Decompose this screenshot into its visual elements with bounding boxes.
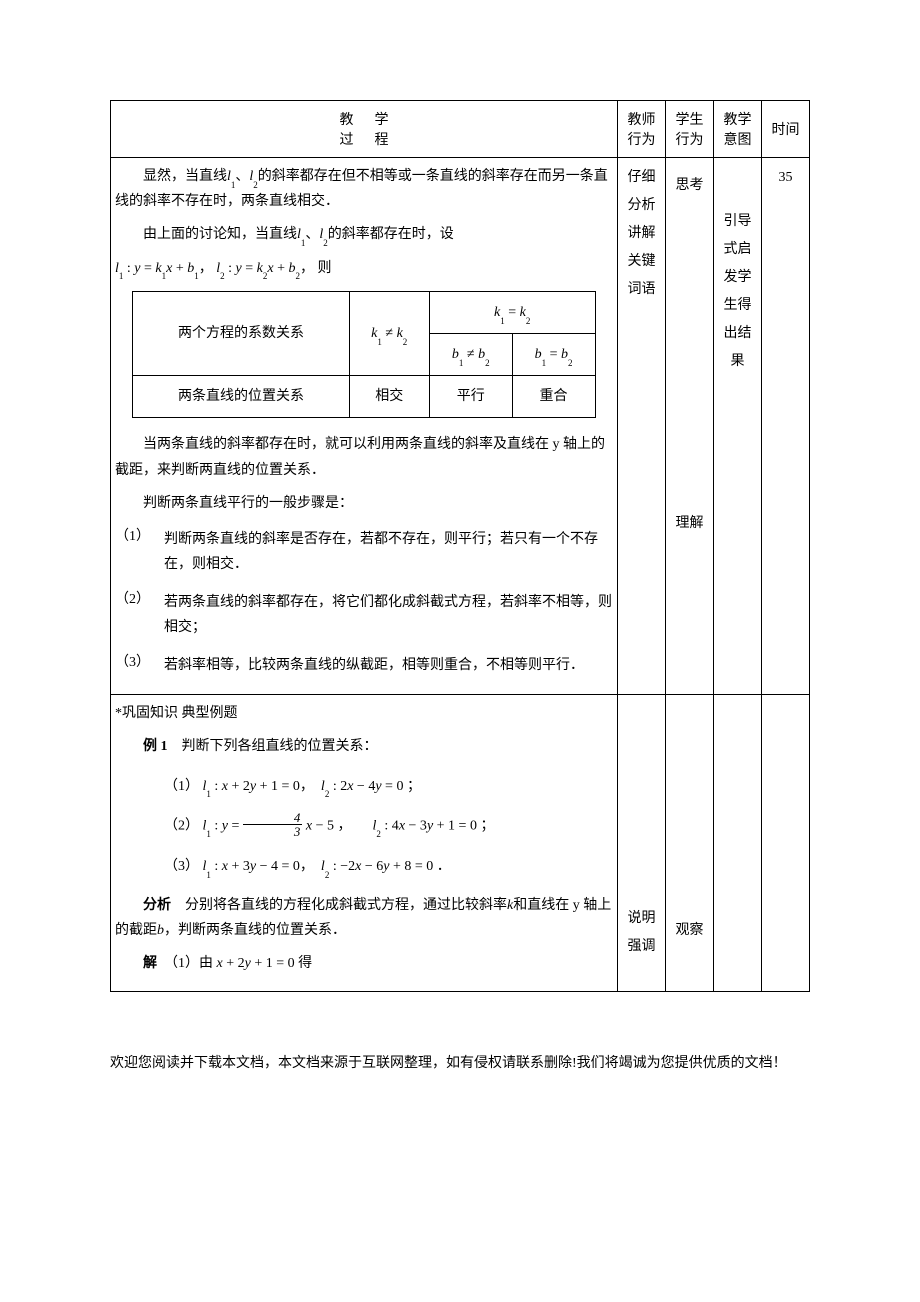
relation-table: 两个方程的系数关系 k1 ≠ k2 k1 = k2 b1 ≠ b2 b1 = b… [132,291,595,419]
header-process2: 过 [340,133,375,148]
analysis: 分析 分别将各直线的方程化成斜截式方程，通过比较斜率k和直线在 y 轴上的截距b… [115,893,613,943]
cell-k-eq: k1 = k2 [429,291,595,333]
student-behavior-2: 观察 [666,695,714,991]
header-time: 时间 [762,101,810,158]
example-1: 例 1 判断下列各组直线的位置关系： [115,734,613,759]
cell-coincide: 重合 [512,376,595,418]
example-eq-3: （3） l1 : x + 3y − 4 = 0， l2 : −2x − 6y +… [115,854,613,879]
cell-b-eq: b1 = b2 [512,333,595,375]
teaching-intent-1: 引导式启发学生得出结果 [714,158,762,695]
example-eq-1: （1） l1 : x + 2y + 1 = 0， l2 : 2x − 4y = … [115,774,613,799]
teaching-content-1: 显然，当直线l1、l2的斜率都存在但不相等或一条直线的斜率存在而另一条直线的斜率… [111,158,618,695]
equation-lines: l1 : y = k1x + b1， l2 : y = k2x + b2， 则 [115,256,613,281]
section-title: *巩固知识 典型例题 [115,701,613,726]
footer: 欢迎您阅读并下载本文档，本文档来源于互联网整理，如有侵权请联系删除!我们将竭诚为… [110,1052,810,1072]
student-behavior-1: 思考 理解 [666,158,714,695]
header-process: 教学 过程 [111,101,618,158]
lesson-plan-table: 教学 过程 教师行为 学生行为 教学意图 时间 显然，当直线l1、l2的斜率都存… [110,100,810,992]
cell-coef-relation: 两个方程的系数关系 [133,291,349,375]
para-intersect: 显然，当直线l1、l2的斜率都存在但不相等或一条直线的斜率存在而另一条直线的斜率… [115,164,613,214]
solution: 解 （1）由 x + 2y + 1 = 0 得 [115,951,613,976]
time-1: 35 [762,158,810,695]
teaching-intent-2 [714,695,762,991]
cell-b-neq: b1 ≠ b2 [429,333,512,375]
time-2 [762,695,810,991]
header-student: 学生行为 [666,101,714,158]
cell-k-neq: k1 ≠ k2 [349,291,429,375]
para-use-slope: 当两条直线的斜率都存在时，就可以利用两条直线的斜率及直线在 y 轴上的截距，来判… [115,432,613,482]
step-2: （2） 若两条直线的斜率都存在，将它们都化成斜截式方程，若斜率不相等，则相交； [115,587,613,640]
teaching-content-2: *巩固知识 典型例题 例 1 判断下列各组直线的位置关系： （1） l1 : x… [111,695,618,991]
header-intent: 教学意图 [714,101,762,158]
para-steps-intro: 判断两条直线平行的一般步骤是： [115,491,613,516]
header-row: 教学 过程 教师行为 学生行为 教学意图 时间 [111,101,810,158]
content-row-2: *巩固知识 典型例题 例 1 判断下列各组直线的位置关系： （1） l1 : x… [111,695,810,991]
step-1: （1） 判断两条直线的斜率是否存在，若都不存在，则平行；若只有一个不存在，则相交… [115,524,613,577]
teacher-behavior-2: 说明强调 [618,695,666,991]
cell-parallel: 平行 [429,376,512,418]
header-teacher: 教师行为 [618,101,666,158]
para-discussion: 由上面的讨论知，当直线l1、l2的斜率都存在时，设 [115,222,613,247]
header-teach: 教 [340,113,375,128]
teacher-behavior-1: 仔细分析讲解关键词语 [618,158,666,695]
cell-position-relation: 两条直线的位置关系 [133,376,349,418]
cell-intersect: 相交 [349,376,429,418]
example-eq-2: （2） l1 : y = 43 x − 5 ， l2 : 4x − 3y + 1… [115,813,613,840]
step-3: （3） 若斜率相等，比较两条直线的纵截距，相等则重合，不相等则平行． [115,650,613,678]
content-row-1: 显然，当直线l1、l2的斜率都存在但不相等或一条直线的斜率存在而另一条直线的斜率… [111,158,810,695]
